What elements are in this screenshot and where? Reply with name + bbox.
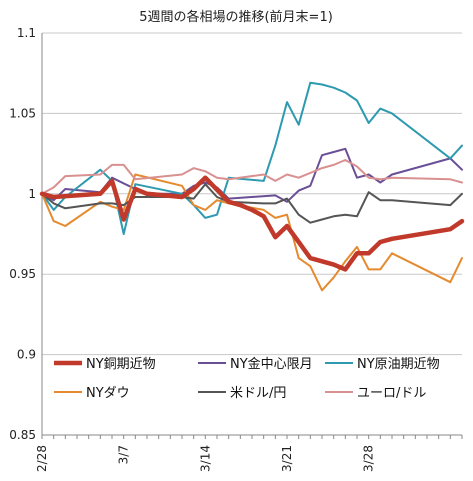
x-tick-label: 3/7 [117, 445, 131, 464]
y-tick-label: 1.05 [9, 106, 36, 120]
y-tick-label: 0.95 [9, 267, 36, 281]
legend: NY銅期近物 NY金中心限月 NY原油期近物 NYダウ 米ドル/円 ユーロ/ドル [54, 356, 440, 401]
series-line-2 [41, 147, 463, 203]
chart-title: 5週間の各相場の推移(前月末=1) [139, 9, 333, 25]
x-tick-label: 3/28 [362, 445, 376, 472]
grid [42, 32, 462, 436]
legend-label: 米ドル/円 [230, 386, 286, 401]
y-tick-label: 1.1 [17, 26, 36, 40]
y-tick-label: 0.85 [9, 428, 36, 442]
series-line-1 [39, 175, 465, 272]
legend-label: NY銅期近物 [86, 357, 156, 372]
legend-label: NY金中心限月 [230, 356, 313, 372]
y-tick-label: 1 [28, 187, 36, 201]
y-tick-label: 0.9 [17, 348, 36, 362]
legend-label: NYダウ [86, 386, 130, 401]
series-line-4 [41, 173, 463, 292]
x-tick-label: 2/28 [35, 445, 49, 472]
series-line-5 [41, 183, 463, 224]
series-lines [39, 81, 465, 292]
axes: 0.85 0.9 0.95 1 1.05 1.1 2/28 3/7 3/14 3/21 3/28 [9, 26, 463, 472]
x-tick-label: 3/21 [280, 445, 294, 472]
series-line-6 [41, 159, 463, 195]
legend-label: NY原油期近物 [357, 357, 440, 372]
legend-label: ユーロ/ドル [357, 386, 426, 401]
x-tick-label: 3/14 [198, 445, 212, 472]
